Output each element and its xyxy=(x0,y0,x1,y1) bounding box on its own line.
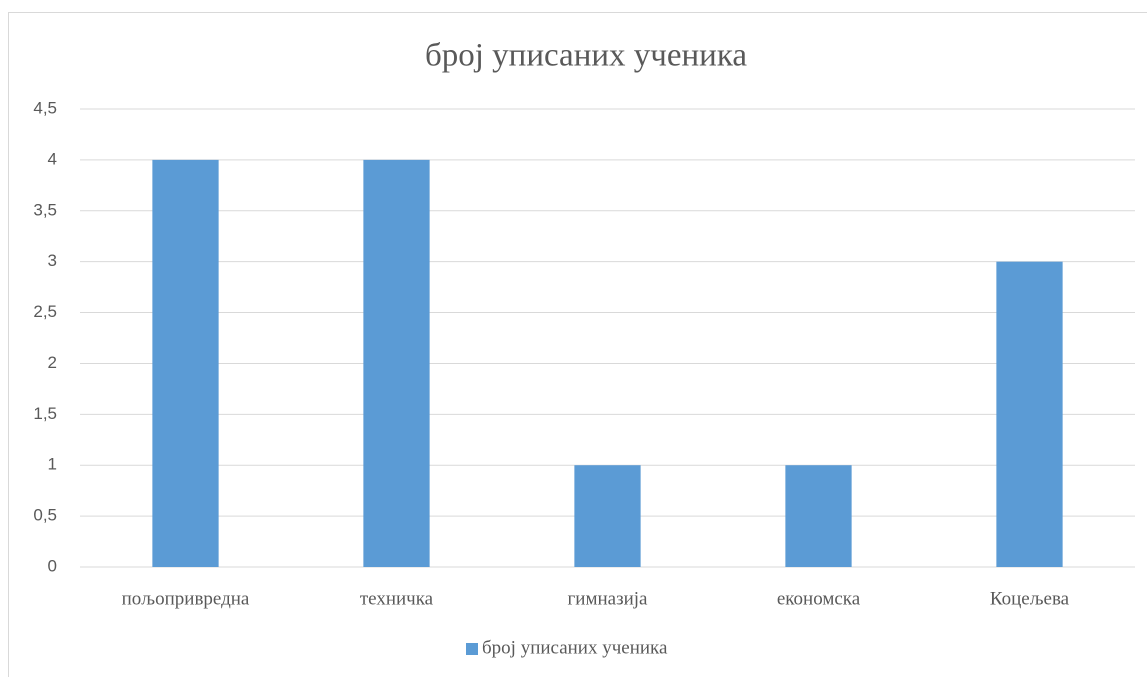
bar xyxy=(152,159,219,567)
bar xyxy=(363,159,430,567)
y-tick-label: 3,5 xyxy=(33,200,57,219)
x-tick-label: техничка xyxy=(360,588,434,609)
y-tick-label: 2 xyxy=(48,353,57,372)
y-tick-label: 4,5 xyxy=(33,98,57,117)
bar xyxy=(996,261,1063,567)
y-tick-label: 3 xyxy=(48,251,57,270)
y-tick-label: 1,5 xyxy=(33,404,57,423)
bar xyxy=(574,465,641,567)
x-tick-label: економска xyxy=(777,588,861,609)
y-tick-label: 0 xyxy=(48,556,57,575)
y-tick-label: 4 xyxy=(48,149,57,168)
bar xyxy=(785,465,852,567)
y-tick-label: 2,5 xyxy=(33,302,57,321)
legend-label: број уписаних ученика xyxy=(482,637,668,658)
y-tick-label: 1 xyxy=(48,455,57,474)
x-tick-label: Коцељева xyxy=(990,588,1070,609)
x-tick-label: гимназија xyxy=(568,588,649,609)
legend-swatch xyxy=(466,643,478,655)
chart-title: број уписаних ученика xyxy=(425,38,747,74)
y-tick-label: 0,5 xyxy=(33,506,57,525)
x-tick-label: пољопривредна xyxy=(122,588,250,609)
